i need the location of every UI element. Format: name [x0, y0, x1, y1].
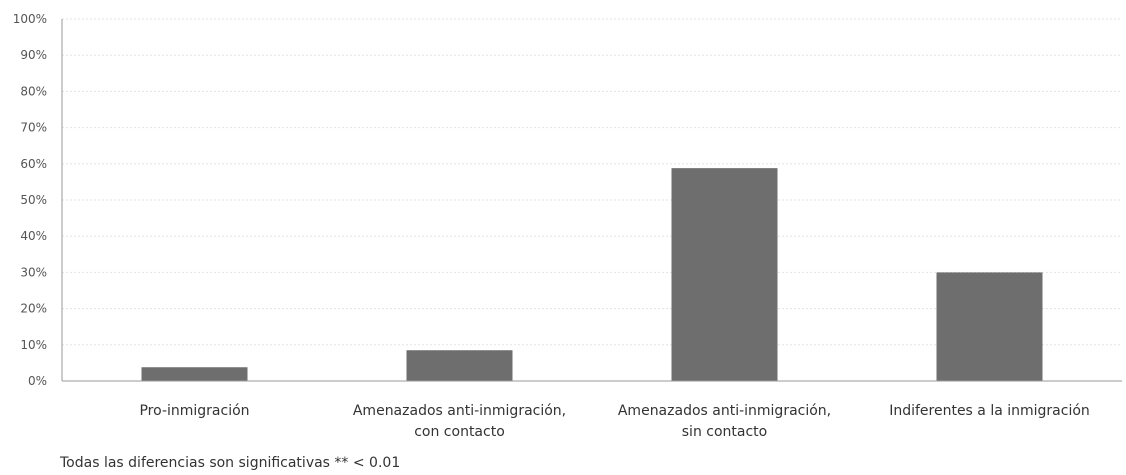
- x-category-label: Amenazados anti-inmigración,: [618, 403, 831, 419]
- significance-note: Todas las diferencias son significativas…: [60, 455, 401, 471]
- bar: [936, 272, 1043, 381]
- y-tick-label: 80%: [20, 84, 47, 98]
- y-axis-ticks: 0% 10% 20% 30% 40% 50% 60% 70% 80% 90% 100%: [13, 12, 47, 388]
- gridlines: [62, 18, 1122, 346]
- y-tick-label: 0%: [28, 374, 47, 388]
- x-category-label: Amenazados anti-inmigración,: [353, 403, 566, 419]
- y-tick-label: 100%: [13, 12, 47, 26]
- y-tick-label: 10%: [20, 338, 47, 352]
- y-tick-label: 60%: [20, 157, 47, 171]
- y-tick-label: 20%: [20, 302, 47, 316]
- x-category-label: sin contacto: [682, 424, 767, 440]
- y-tick-label: 70%: [20, 121, 47, 135]
- bar: [406, 350, 513, 381]
- y-tick-label: 50%: [20, 193, 47, 207]
- y-tick-label: 90%: [20, 48, 47, 62]
- bar: [671, 168, 778, 381]
- x-category-label: con contacto: [414, 424, 505, 440]
- bar: [141, 367, 248, 381]
- x-category-label: Indiferentes a la inmigración: [889, 403, 1090, 419]
- y-tick-label: 30%: [20, 265, 47, 279]
- bars: [141, 168, 1043, 381]
- x-axis-labels: Pro-inmigración Amenazados anti-inmigraci…: [139, 403, 1089, 440]
- y-tick-label: 40%: [20, 229, 47, 243]
- bar-chart: 0% 10% 20% 30% 40% 50% 60% 70% 80% 90% 100% Pro-in…: [13, 12, 1122, 440]
- x-category-label: Pro-inmigración: [139, 403, 249, 419]
